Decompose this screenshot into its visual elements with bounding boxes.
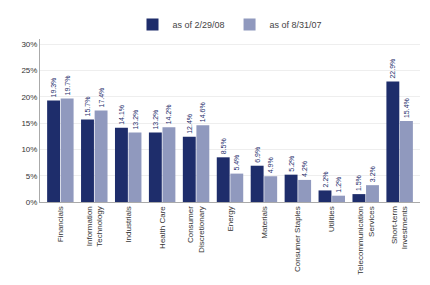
svg-text:Industrials: Industrials bbox=[124, 206, 133, 242]
svg-text:Health Care: Health Care bbox=[158, 206, 167, 249]
svg-text:5.2%: 5.2% bbox=[288, 156, 295, 172]
svg-text:4.9%: 4.9% bbox=[267, 157, 274, 173]
svg-text:Utilities: Utilities bbox=[327, 206, 336, 232]
svg-text:30%: 30% bbox=[21, 40, 37, 49]
svg-text:TelecommunicationServices: TelecommunicationServices bbox=[356, 206, 375, 274]
svg-text:1.5%: 1.5% bbox=[355, 175, 362, 191]
svg-text:5.4%: 5.4% bbox=[233, 155, 240, 171]
svg-text:InformationTechnology: InformationTechnology bbox=[85, 206, 104, 246]
svg-text:15.4%: 15.4% bbox=[403, 98, 410, 118]
svg-text:20%: 20% bbox=[21, 93, 37, 102]
svg-text:17.4%: 17.4% bbox=[98, 88, 105, 108]
svg-text:19.3%: 19.3% bbox=[50, 78, 57, 98]
svg-text:25%: 25% bbox=[21, 66, 37, 75]
svg-text:Financials: Financials bbox=[56, 206, 65, 242]
svg-text:as of 8/31/07: as of 8/31/07 bbox=[270, 20, 322, 30]
svg-text:19.7%: 19.7% bbox=[64, 76, 71, 96]
svg-text:Consumer Staples: Consumer Staples bbox=[293, 206, 302, 272]
svg-text:as of 2/29/08: as of 2/29/08 bbox=[173, 20, 225, 30]
svg-text:8.5%: 8.5% bbox=[220, 138, 227, 154]
svg-text:15.7%: 15.7% bbox=[84, 97, 91, 117]
svg-text:22.9%: 22.9% bbox=[389, 59, 396, 79]
svg-text:3.2%: 3.2% bbox=[369, 166, 376, 182]
svg-text:14.2%: 14.2% bbox=[165, 104, 172, 124]
svg-text:15%: 15% bbox=[21, 119, 37, 128]
svg-text:4.2%: 4.2% bbox=[301, 161, 308, 177]
svg-text:14.1%: 14.1% bbox=[118, 105, 125, 125]
svg-text:1.2%: 1.2% bbox=[335, 177, 342, 193]
svg-text:10%: 10% bbox=[21, 145, 37, 154]
svg-text:2.2%: 2.2% bbox=[322, 171, 329, 187]
svg-text:Energy: Energy bbox=[226, 206, 235, 231]
svg-text:13.2%: 13.2% bbox=[152, 110, 159, 130]
svg-text:Short-termInvestments: Short-termInvestments bbox=[390, 206, 409, 249]
svg-text:Materials: Materials bbox=[260, 206, 269, 238]
svg-text:13.2%: 13.2% bbox=[132, 110, 139, 130]
svg-text:12.4%: 12.4% bbox=[186, 114, 193, 134]
svg-text:6.9%: 6.9% bbox=[254, 147, 261, 163]
svg-text:ConsumerDiscretionary: ConsumerDiscretionary bbox=[186, 206, 205, 253]
svg-text:5%: 5% bbox=[26, 172, 38, 181]
svg-text:14.6%: 14.6% bbox=[199, 102, 206, 122]
svg-text:0%: 0% bbox=[26, 198, 38, 207]
